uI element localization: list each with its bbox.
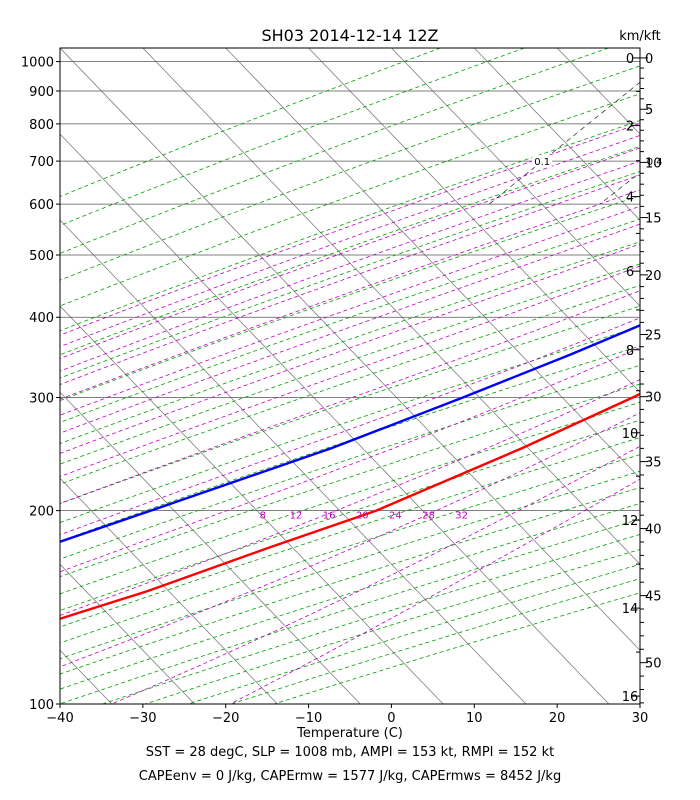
isotherm-line bbox=[60, 477, 278, 704]
km-tick-label: 0 bbox=[626, 52, 634, 67]
mixing-ratio-label-bg bbox=[644, 155, 665, 168]
moist-adiabat-line bbox=[60, 290, 640, 504]
moist-adiabat-line bbox=[60, 317, 640, 536]
pressure-tick-label: 300 bbox=[29, 392, 54, 407]
footer-line-2: CAPEenv = 0 J/kg, CAPErmw = 1577 J/kg, C… bbox=[138, 769, 562, 784]
moist-adiabat-label: 28 bbox=[422, 511, 435, 522]
isotherm-line bbox=[225, 48, 640, 479]
pressure-tick-label: 400 bbox=[29, 311, 54, 326]
dry-adiabat-line bbox=[60, 48, 441, 198]
km-tick-label: 4 bbox=[626, 191, 634, 206]
mixing-ratio-label: 0.1 bbox=[534, 157, 550, 168]
pressure-tick-label: 100 bbox=[29, 698, 54, 713]
plot-area bbox=[0, 48, 700, 704]
dry-adiabat-line bbox=[60, 364, 640, 560]
mixing-ratio-label-bg bbox=[532, 155, 553, 168]
moist-adiabat-line bbox=[60, 347, 640, 573]
dry-adiabat-line bbox=[60, 383, 640, 578]
moist-adiabat-line bbox=[60, 147, 640, 360]
isotherm-line bbox=[142, 48, 640, 565]
dry-adiabat-line bbox=[60, 263, 640, 465]
kft-tick-label: 50 bbox=[645, 657, 662, 672]
km-tick-label: 6 bbox=[626, 265, 634, 280]
moist-adiabat-label: 32 bbox=[455, 511, 468, 522]
dry-adiabat-line bbox=[60, 171, 640, 379]
pressure-tick-label: 600 bbox=[29, 198, 54, 213]
km-tick-label: 12 bbox=[622, 514, 639, 529]
dry-adiabat-line bbox=[60, 48, 609, 254]
isotherm-line bbox=[60, 563, 195, 704]
pressure-tick-label: 1000 bbox=[21, 56, 54, 71]
pressure-tick-label: 900 bbox=[29, 85, 54, 100]
moist-adiabat-label: 20 bbox=[356, 511, 369, 522]
mixing-ratio-label: 0.4 bbox=[647, 157, 663, 168]
moist-adiabat-line bbox=[111, 445, 640, 704]
dry-adiabat-line bbox=[102, 534, 640, 704]
isotherm-line bbox=[60, 391, 361, 704]
km-tick-label: 10 bbox=[622, 427, 639, 442]
kft-tick-label: 0 bbox=[645, 52, 653, 67]
moist-adiabat-label: 16 bbox=[323, 511, 336, 522]
temperature-tick-label: −20 bbox=[212, 711, 239, 726]
kft-tick-label: 35 bbox=[645, 456, 662, 471]
kft-tick-label: 20 bbox=[645, 269, 662, 284]
temperature-profile-line bbox=[60, 392, 640, 621]
km-tick-label: 14 bbox=[622, 602, 639, 617]
plot-frame bbox=[59, 47, 641, 705]
chart-title: SH03 2014-12-14 12Z bbox=[261, 26, 438, 45]
isotherm-line bbox=[60, 219, 527, 704]
isotherm-line bbox=[391, 48, 640, 307]
isotherm-line bbox=[473, 48, 640, 221]
isotherm-line bbox=[639, 48, 640, 49]
temperature-tick-label: 20 bbox=[549, 711, 566, 726]
kft-tick-label: 5 bbox=[645, 103, 653, 118]
height-unit-label: km/kft bbox=[619, 29, 661, 44]
isotherm-line bbox=[60, 305, 444, 704]
mixing-ratio-line bbox=[599, 172, 640, 205]
km-tick-label: 8 bbox=[626, 344, 634, 359]
dry-adiabat-line bbox=[60, 120, 640, 332]
isotherm-line bbox=[308, 48, 640, 393]
dry-adiabat-line bbox=[145, 549, 640, 704]
pressure-tick-label: 500 bbox=[29, 249, 54, 264]
temperature-tick-label: −40 bbox=[46, 711, 73, 726]
temperature-tick-label: 0 bbox=[387, 711, 395, 726]
x-axis-label: Temperature (C) bbox=[296, 726, 403, 741]
kft-tick-label: 30 bbox=[645, 391, 662, 406]
isotherm-line bbox=[60, 649, 113, 704]
kft-tick-label: 25 bbox=[645, 329, 662, 344]
isotherm-line bbox=[60, 133, 610, 704]
dry-adiabat-line bbox=[60, 146, 640, 356]
temperature-tick-label: −10 bbox=[295, 711, 322, 726]
pressure-tick-label: 800 bbox=[29, 118, 54, 133]
temperature-tick-label: −30 bbox=[129, 711, 156, 726]
footer-line-1: SST = 28 degC, SLP = 1008 mb, AMPI = 153… bbox=[145, 745, 555, 760]
moist-adiabat-label: 24 bbox=[389, 511, 402, 522]
temperature-tick-label: 10 bbox=[466, 711, 483, 726]
mixing-ratio-line bbox=[488, 81, 640, 205]
mixing-ratio-line bbox=[682, 48, 700, 204]
dry-adiabat-line bbox=[60, 241, 640, 445]
kft-tick-label: 15 bbox=[645, 212, 662, 227]
isotherm-line bbox=[0, 48, 29, 704]
dry-adiabat-line bbox=[60, 518, 640, 704]
pressure-tick-label: 700 bbox=[29, 155, 54, 170]
dry-adiabat-line bbox=[60, 284, 640, 485]
moist-adiabat-label: 8 bbox=[260, 511, 266, 522]
kft-tick-label: 10 bbox=[645, 156, 662, 171]
kft-tick-label: 40 bbox=[645, 523, 662, 538]
kft-tick-label: 45 bbox=[645, 590, 662, 605]
pressure-tick-label: 200 bbox=[29, 505, 54, 520]
km-tick-label: 2 bbox=[626, 120, 634, 135]
moist-adiabat-label: 12 bbox=[290, 511, 303, 522]
temperature-tick-label: 30 bbox=[632, 711, 649, 726]
dry-adiabat-line bbox=[60, 48, 525, 227]
km-tick-label: 16 bbox=[622, 690, 639, 705]
